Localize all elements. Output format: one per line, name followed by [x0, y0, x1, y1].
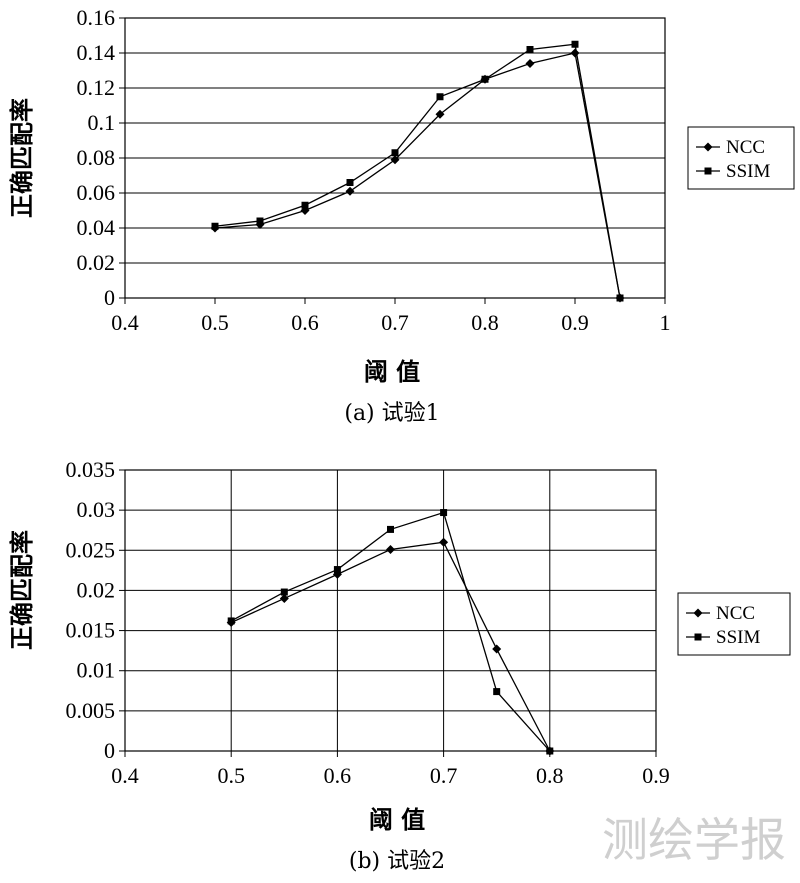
legend-marker-ncc — [693, 608, 703, 618]
data-point-ssim — [391, 149, 399, 157]
legend-label-ssim: SSIM — [726, 161, 770, 182]
chart-b-ylabel: 正确匹配率 — [7, 530, 36, 650]
series-line-ncc — [230, 541, 551, 752]
y-tick-label: 0.035 — [66, 457, 116, 482]
chart-a-ylabel: 正确匹配率 — [7, 98, 36, 218]
legend: NCC SSIM — [687, 126, 795, 190]
x-tick-label: 0.5 — [217, 763, 245, 788]
y-tick-label: 0.015 — [66, 618, 116, 643]
x-tick-label: 0.8 — [536, 763, 564, 788]
series-line-ssim — [214, 43, 621, 299]
x-tick-label: 0.9 — [561, 310, 589, 335]
x-tick-label: 1 — [660, 310, 671, 335]
legend-marker-ssim — [694, 633, 702, 641]
data-point-ncc — [439, 537, 449, 547]
x-tick-label: 0.9 — [642, 763, 670, 788]
y-tick-label: 0.12 — [77, 75, 116, 100]
x-tick-label: 0.6 — [291, 310, 319, 335]
x-tick-label: 0.4 — [111, 763, 139, 788]
data-point-ssim — [387, 525, 394, 533]
plot-frame — [124, 469, 657, 752]
data-point-ncc — [345, 186, 355, 196]
y-tick-label: 0.06 — [77, 180, 116, 205]
legend-label-ncc: NCC — [726, 137, 765, 158]
data-point-ssim — [616, 294, 624, 302]
data-point-ncc — [279, 593, 289, 603]
data-point-ncc — [390, 155, 400, 165]
chart-a-xlabel: 阈 值 — [364, 357, 420, 386]
watermark-text: 测绘学报 — [602, 813, 786, 867]
y-tick-label: 0 — [104, 285, 115, 310]
data-point-ssim — [227, 617, 235, 625]
y-tick-label: 0.16 — [77, 5, 116, 30]
x-tick-label: 0.5 — [201, 310, 229, 335]
data-point-ssim — [481, 75, 489, 83]
legend: NCC SSIM — [677, 592, 791, 656]
legend-label-ncc: NCC — [716, 603, 755, 624]
data-point-ssim — [493, 688, 501, 696]
y-tick-label: 0.03 — [77, 497, 116, 522]
x-tick-label: 0.8 — [471, 310, 499, 335]
legend-box — [687, 126, 795, 190]
data-point-ssim — [256, 217, 264, 225]
plot-frame — [124, 17, 666, 299]
x-tick-label: 0.6 — [324, 763, 352, 788]
x-tick-label: 0.4 — [111, 310, 139, 335]
y-tick-label: 0.02 — [77, 250, 116, 275]
x-tick-label: 0.7 — [381, 310, 409, 335]
data-point-ssim — [301, 201, 309, 209]
data-point-ssim — [211, 222, 219, 230]
data-point-ncc — [386, 544, 395, 554]
data-point-ncc — [492, 644, 502, 654]
series-line-ncc — [214, 52, 621, 299]
data-point-ssim — [526, 46, 534, 53]
chart-b-caption: (b) 试验2 — [349, 849, 445, 874]
data-point-ssim — [333, 566, 341, 574]
chart-a: 0 0.02 0.04 0.06 0.08 0.1 0.12 0.14 0.16 0.4 0.5 0.… — [77, 5, 795, 335]
data-point-ncc — [525, 59, 535, 68]
data-point-ncc — [570, 48, 580, 58]
chart-a-caption: (a) 试验1 — [344, 401, 439, 426]
chart-b: 0 0.005 0.01 0.015 0.02 0.025 0.03 0.035 0.4 0.5 0… — [66, 457, 791, 788]
data-point-ssim — [346, 179, 354, 186]
y-tick-label: 0 — [104, 738, 115, 763]
legend-marker-ssim — [704, 167, 712, 175]
data-point-ncc — [435, 109, 445, 119]
y-tick-label: 0.01 — [77, 658, 116, 683]
y-tick-label: 0.02 — [77, 577, 116, 602]
legend-label-ssim: SSIM — [716, 627, 760, 648]
y-tick-label: 0.1 — [88, 110, 116, 135]
data-point-ssim — [280, 588, 288, 596]
y-tick-label: 0.04 — [77, 215, 116, 240]
legend-box — [677, 592, 791, 656]
y-tick-label: 0.005 — [66, 698, 116, 723]
data-point-ssim — [436, 93, 444, 101]
x-tick-label: 0.7 — [430, 763, 458, 788]
y-tick-label: 0.025 — [66, 537, 116, 562]
y-tick-label: 0.08 — [77, 145, 116, 170]
data-point-ssim — [440, 509, 448, 517]
chart-b-xlabel: 阈 值 — [369, 805, 425, 834]
y-tick-label: 0.14 — [77, 40, 116, 65]
legend-marker-ncc — [703, 142, 713, 152]
data-point-ssim — [571, 40, 579, 48]
data-point-ssim — [546, 747, 554, 755]
